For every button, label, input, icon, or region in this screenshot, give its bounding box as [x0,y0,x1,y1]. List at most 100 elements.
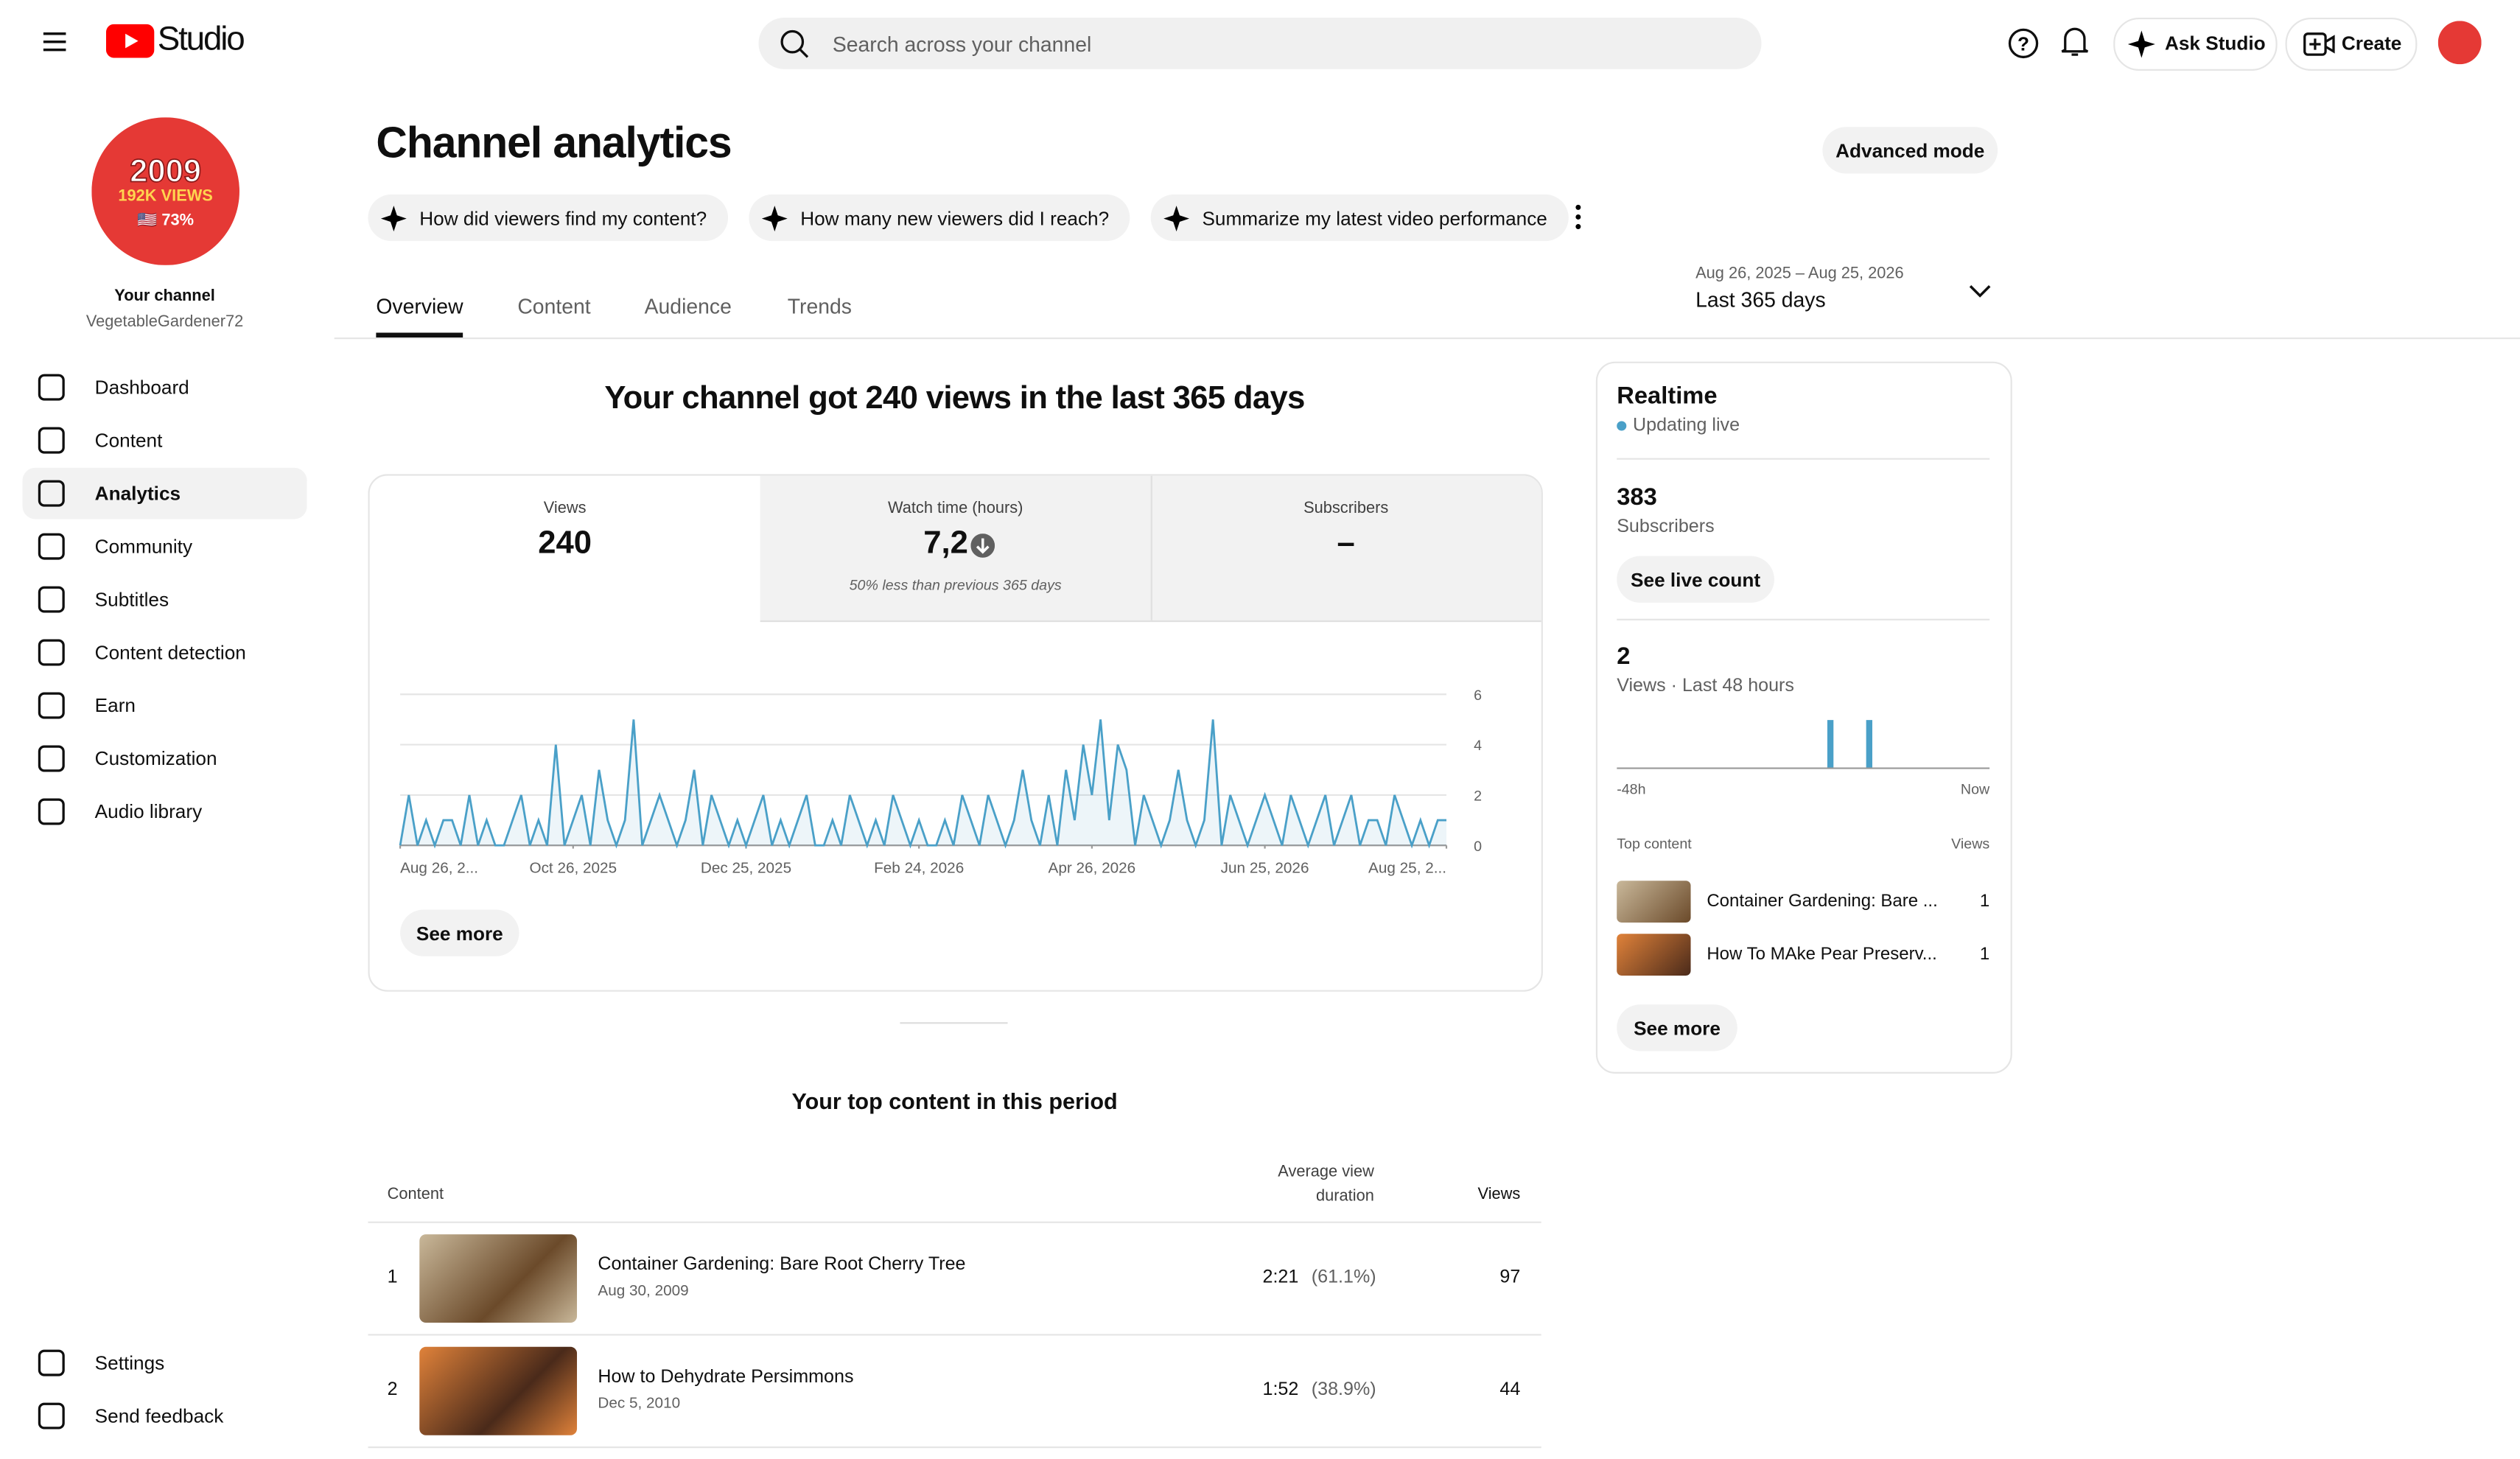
rt-top-content-label: Top content [1617,836,1692,852]
rt-subscribers: 383 [1617,483,1657,511]
channel-label: Your channel [114,287,215,306]
x-tick-label: Aug 25, 2... [1368,859,1446,876]
thumbnail[interactable] [419,1346,578,1435]
video-date: Aug 30, 2009 [598,1282,689,1301]
tab[interactable]: Content [517,294,591,318]
video-date: Dec 5, 2010 [598,1395,681,1413]
avatar-year: 2009 [130,153,201,189]
prompt-chip[interactable]: Summarize my latest video performance [1150,194,1569,242]
metric-label: Watch time (hours) [887,500,1023,518]
search-placeholder: Search across your channel [832,32,1092,57]
realtime-title: Realtime [1617,382,1718,410]
rt-video-title[interactable]: Container Gardening: Bare ... [1707,892,1938,912]
create-label: Create [2341,32,2402,55]
x-tick-label: Apr 26, 2026 [1049,859,1136,876]
rt-divider [1617,618,1990,620]
rt-thumbnail[interactable] [1617,934,1691,976]
prompt-chip[interactable]: How did viewers find my content? [368,194,728,242]
avatar-percent: 🇺🇸 73% [137,210,194,228]
menu-icon[interactable] [42,29,68,55]
nav-label: Audio library [94,800,203,823]
nav-label: Content detection [94,641,246,664]
nav-item[interactable]: Audio library [23,786,307,838]
logo-icon[interactable] [105,24,155,58]
tab[interactable]: Overview [376,294,463,318]
y-tick-label: 0 [1474,839,1482,855]
tab[interactable]: Audience [644,294,732,318]
rt-thumbnail[interactable] [1617,881,1691,923]
realtime-bar [1827,720,1834,769]
nav-item[interactable]: Settings [23,1337,307,1389]
ask-studio-button[interactable]: Ask Studio [2113,17,2278,71]
logo-text[interactable]: Studio [157,21,245,58]
rt-video-title[interactable]: How To MAke Pear Preserv... [1707,945,1937,965]
help-icon[interactable]: ? [2007,27,2040,60]
nav-item[interactable]: Analytics [22,467,307,519]
nav-item[interactable]: Content detection [23,627,307,679]
metrics-bg [760,475,1541,623]
sparkle-icon [2127,30,2155,58]
realtime-card [1595,361,2012,1074]
prompt-text: How did viewers find my content? [419,206,707,229]
realtime-chart [1617,720,1990,769]
tab-indicator [376,332,463,338]
down-icon [970,533,995,558]
rt-see-more[interactable]: See more [1617,1004,1737,1052]
nav-label: Community [94,535,193,558]
rt-subscribers-label: Subscribers [1617,517,1715,537]
rt-axis-end: Now [1960,781,1990,797]
thumbnail[interactable] [419,1234,578,1323]
realtime-bar [1866,720,1873,769]
svg-text:?: ? [2017,33,2029,55]
nav-item[interactable]: Subtitles [23,574,307,626]
more-icon[interactable] [1572,204,1584,230]
metric-note: 50% less than previous 365 days [849,577,1062,593]
nav-label: Earn [94,694,136,717]
metric-value: 240 [538,525,592,561]
metric-label: Views [543,500,587,518]
video-title[interactable]: How to Dehydrate Persimmons [598,1368,854,1388]
prompt-text: Summarize my latest video performance [1202,206,1547,229]
create-button[interactable]: Create [2285,17,2418,71]
nav-label: Subtitles [94,588,169,611]
video-title[interactable]: Container Gardening: Bare Root Cherry Tr… [598,1255,966,1275]
nav-label: Analytics [94,482,181,505]
row-divider [368,1446,1541,1449]
nav-item[interactable]: Customization [23,733,307,785]
row-rank: 2 [387,1380,398,1400]
nav-item[interactable]: Community [23,521,307,573]
nav-item[interactable]: Earn [23,680,307,732]
channel-avatar[interactable]: 2009 192K VIEWS 🇺🇸 73% [91,117,239,265]
metrics-divider [1150,475,1152,620]
y-tick-label: 2 [1474,788,1482,805]
tab[interactable]: Trends [787,294,852,318]
chevron-icon[interactable] [1969,283,1992,299]
nav-label: Customization [94,747,217,770]
advanced-mode-button[interactable]: Advanced mode [1822,127,1998,174]
account-avatar[interactable] [2437,21,2482,65]
bell-icon[interactable] [2060,26,2089,58]
prompt-chip[interactable]: How many new viewers did I reach? [749,194,1130,242]
top-content-title: Your top content in this period [791,1088,1118,1114]
see-more-button[interactable]: See more [400,909,519,956]
sparkle-icon [380,205,407,231]
nav-item[interactable]: Dashboard [23,362,307,413]
see-live-count[interactable]: See live count [1617,556,1774,603]
prompt-text: How many new viewers did I reach? [800,206,1110,229]
nav-item[interactable]: Send feedback [23,1390,307,1442]
rt-axis-start: -48h [1617,781,1646,797]
range-label[interactable]: Last 365 days [1695,287,1826,312]
rt-views-label: Views · Last 48 hours [1617,676,1794,696]
sparkle-icon [1163,205,1190,231]
row-views: 44 [1499,1380,1521,1400]
search-box[interactable]: Search across your channel [758,17,1762,69]
date-range[interactable]: Aug 26, 2025 – Aug 25, 2026 [1695,265,1904,283]
col-content: Content [387,1186,444,1204]
page-title: Channel analytics [376,119,732,167]
x-tick-label: Jun 25, 2026 [1221,859,1309,876]
nav-icon [38,533,65,560]
nav-icon [38,1349,65,1376]
nav-item[interactable]: Content [23,415,307,466]
metric-label: Subscribers [1303,500,1389,518]
sparkle-icon [761,205,788,231]
